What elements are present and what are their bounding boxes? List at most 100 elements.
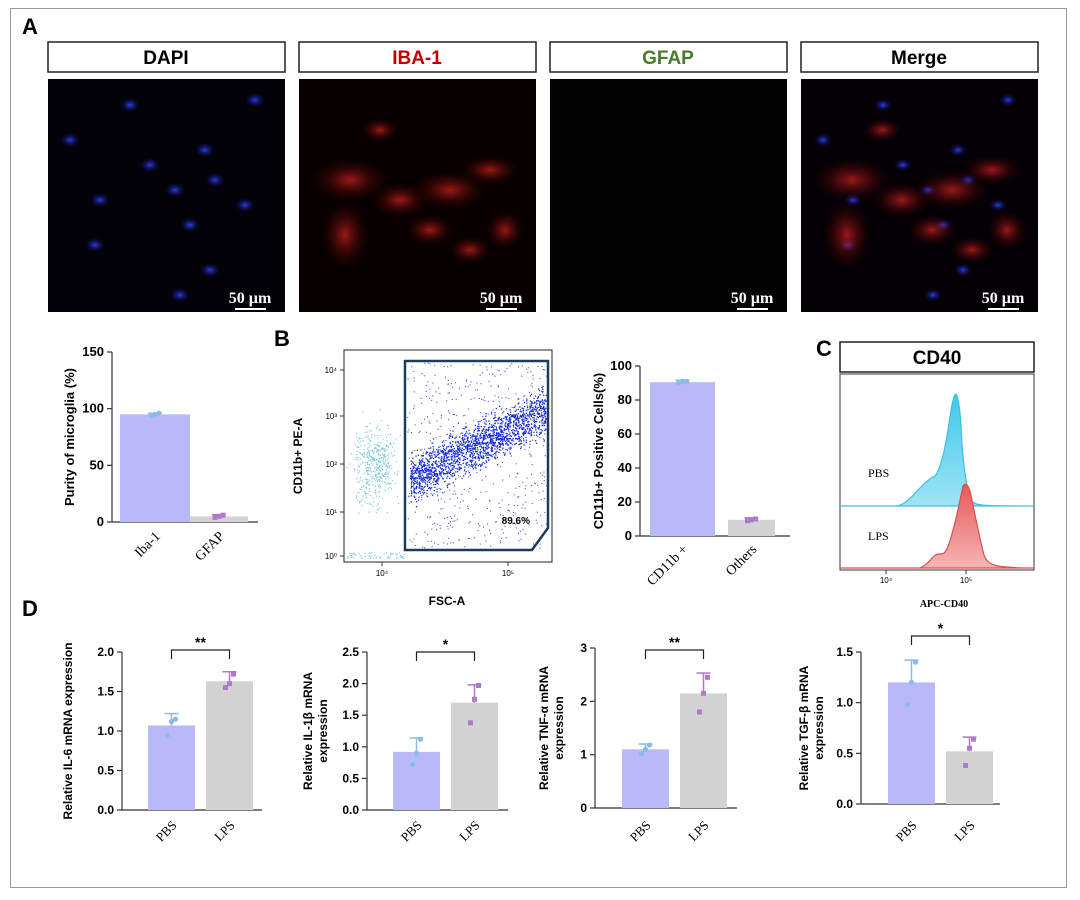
category-label: CD11b + [644, 542, 691, 589]
flow-event-dot [440, 473, 442, 475]
flow-event-dot [541, 387, 543, 389]
ytick-label: 40 [618, 460, 632, 475]
y-axis-label: Purity of microglia (%) [62, 368, 77, 506]
flow-event-dot [464, 414, 466, 416]
flow-event-dot-negative [376, 476, 378, 478]
flow-event-dot-negative [377, 479, 379, 481]
flow-event-dot [462, 437, 464, 439]
flow-event-dot [540, 472, 542, 474]
flow-event-dot-negative [379, 455, 381, 457]
flow-event-dot [530, 433, 532, 435]
flow-event-dot [537, 400, 539, 402]
flow-event-dot [443, 462, 445, 465]
flow-event-dot [461, 451, 463, 453]
flow-event-dot-negative [367, 478, 369, 480]
flow-event-dot [430, 540, 432, 542]
flow-event-dot [507, 440, 510, 442]
flow-event-dot [458, 462, 461, 464]
flow-event-dot [496, 431, 498, 434]
flow-event-dot [412, 457, 414, 459]
flow-event-dot [522, 399, 524, 401]
flow-event-dot [511, 439, 513, 441]
flow-event-dot-negative [380, 442, 382, 444]
flow-event-dot [429, 477, 431, 479]
flow-event-dot-negative [376, 449, 378, 451]
flow-event-dot [487, 401, 489, 403]
flow-event-dot-negative [357, 466, 359, 468]
flow-event-dot-negative [387, 487, 389, 489]
flow-event-dot [461, 443, 463, 445]
flow-event-dot [486, 366, 488, 368]
flow-event-dot [485, 423, 487, 425]
flow-event-dot [413, 391, 415, 393]
flow-event-dot [430, 471, 432, 473]
flow-event-dot [484, 450, 486, 452]
flow-event-dot [448, 450, 450, 453]
flow-event-dot [479, 435, 481, 437]
flow-event-dot [418, 474, 421, 476]
flow-event-dot [542, 392, 544, 394]
flow-event-dot [427, 475, 429, 477]
flow-event-dot-negative [371, 461, 373, 463]
significance-bracket [170, 649, 231, 659]
flow-event-dot [479, 445, 481, 448]
flow-event-dot [422, 458, 424, 460]
flow-event-dot [491, 426, 493, 428]
flow-event-dot-negative [395, 553, 397, 555]
flow-event-dot-negative [376, 445, 378, 447]
flow-event-dot-negative [380, 462, 382, 464]
data-point [409, 761, 416, 768]
flow-event-dot-negative [359, 479, 361, 481]
flow-event-dot [488, 381, 490, 383]
flow-event-dot [455, 442, 457, 444]
flow-event-dot [445, 466, 447, 468]
flow-event-dot [468, 451, 470, 453]
flow-event-dot [508, 397, 510, 399]
flow-event-dot [489, 499, 491, 501]
flow-event-dot [448, 437, 451, 440]
flow-event-dot [464, 468, 466, 470]
flow-event-dot [472, 459, 474, 462]
flow-event-dot [532, 414, 534, 416]
micrograph-label-dapi: DAPI [143, 48, 188, 69]
flow-event-dot [532, 417, 534, 419]
flow-event-dot [508, 509, 510, 511]
flow-event-dot [489, 510, 491, 512]
flow-event-dot [417, 465, 419, 467]
micrograph-label-merge: Merge [891, 48, 947, 69]
flow-event-dot [492, 436, 494, 438]
flow-event-dot [473, 463, 475, 465]
flow-event-dot [481, 441, 484, 443]
flow-event-dot [450, 456, 452, 458]
flow-event-dot [484, 422, 486, 424]
data-point [912, 659, 919, 665]
microglia-cell [320, 200, 370, 270]
flow-event-dot-negative [367, 470, 369, 472]
flow-event-dot [414, 471, 416, 473]
flow-event-dot [451, 475, 453, 477]
flow-event-dot [514, 430, 516, 432]
flow-event-dot [474, 437, 476, 440]
flow-event-dot [474, 444, 476, 446]
flow-event-dot [437, 452, 439, 454]
flow-event-dot [481, 398, 483, 400]
flow-event-dot [497, 385, 499, 387]
flow-event-dot [486, 447, 488, 449]
nucleus-spot [244, 92, 266, 108]
micrograph-gfap [550, 79, 787, 312]
flow-event-dot [525, 416, 527, 418]
flow-event-dot [453, 490, 455, 492]
flow-event-dot [450, 474, 452, 476]
flow-event-dot [431, 464, 433, 467]
flow-event-dot [476, 442, 479, 444]
flow-event-dot [458, 445, 460, 447]
flow-event-dot-negative [389, 442, 391, 444]
flow-event-dot-negative [367, 447, 369, 449]
flow-event-dot [509, 510, 511, 512]
flow-event-dot [527, 421, 529, 423]
flow-event-dot [429, 472, 431, 474]
nucleus-spot [873, 98, 893, 112]
flow-event-dot [481, 372, 483, 374]
flow-event-dot [512, 438, 514, 440]
nucleus-spot [923, 288, 943, 302]
